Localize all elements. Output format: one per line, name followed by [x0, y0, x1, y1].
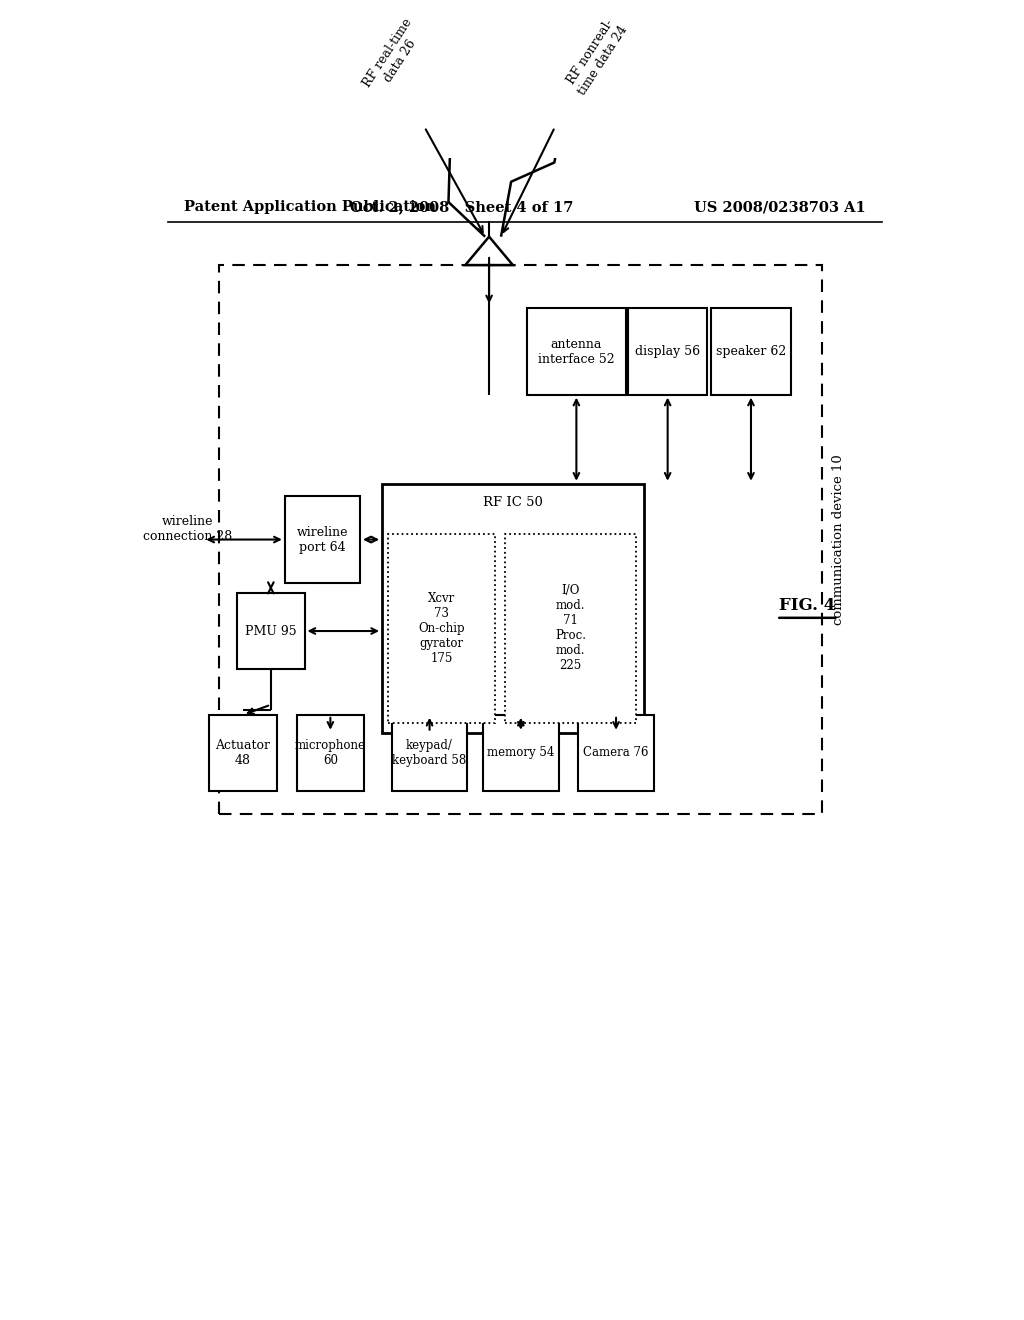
Text: wireline
connection 28: wireline connection 28: [143, 515, 232, 544]
Bar: [209, 715, 276, 791]
Text: microphone
60: microphone 60: [295, 739, 366, 767]
Text: display 56: display 56: [635, 345, 700, 358]
Text: Camera 76: Camera 76: [584, 747, 649, 759]
Text: Patent Application Publication: Patent Application Publication: [183, 201, 435, 214]
Text: Oct. 2, 2008   Sheet 4 of 17: Oct. 2, 2008 Sheet 4 of 17: [349, 201, 573, 214]
Bar: [628, 309, 708, 395]
Bar: [579, 715, 653, 791]
Text: RF real-time
data 26: RF real-time data 26: [360, 16, 427, 98]
Bar: [297, 715, 365, 791]
Bar: [483, 715, 558, 791]
Bar: [505, 535, 636, 722]
Text: FIG. 4: FIG. 4: [778, 597, 835, 614]
Bar: [285, 496, 360, 582]
Text: speaker 62: speaker 62: [716, 345, 786, 358]
Text: keypad/
keyboard 58: keypad/ keyboard 58: [392, 739, 467, 767]
Text: wireline
port 64: wireline port 64: [297, 525, 348, 553]
Text: Xcvr
73
On-chip
gyrator
175: Xcvr 73 On-chip gyrator 175: [419, 591, 465, 665]
Text: PMU 95: PMU 95: [245, 624, 297, 638]
Text: antenna
interface 52: antenna interface 52: [538, 338, 614, 366]
Bar: [712, 309, 791, 395]
Text: US 2008/0238703 A1: US 2008/0238703 A1: [694, 201, 866, 214]
Text: RF nonreal-
time data 24: RF nonreal- time data 24: [562, 15, 630, 98]
Text: RF IC 50: RF IC 50: [483, 496, 543, 508]
Text: Actuator
48: Actuator 48: [216, 739, 270, 767]
Bar: [392, 715, 467, 791]
Bar: [526, 309, 626, 395]
Bar: [388, 535, 496, 722]
Bar: [382, 483, 644, 733]
Text: communication device 10: communication device 10: [831, 454, 845, 624]
Text: memory 54: memory 54: [487, 747, 555, 759]
Bar: [238, 593, 304, 669]
Text: I/O
mod.
71
Proc.
mod.
225: I/O mod. 71 Proc. mod. 225: [555, 585, 586, 672]
Bar: [219, 265, 822, 814]
